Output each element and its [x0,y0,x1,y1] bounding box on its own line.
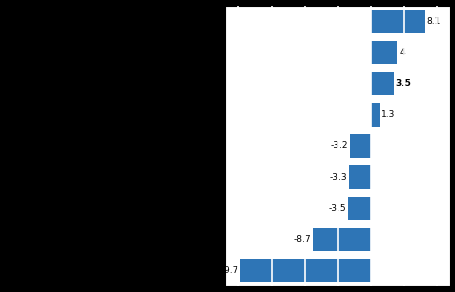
Bar [313,228,371,251]
Bar [348,197,371,220]
Bar [371,41,398,64]
Bar [350,134,371,158]
Text: -3.3: -3.3 [330,173,348,182]
Text: 1.3: 1.3 [381,110,395,119]
Text: -8.7: -8.7 [294,235,312,244]
Text: -3.5: -3.5 [329,204,346,213]
Bar [371,103,379,126]
Text: 8.1: 8.1 [426,17,440,26]
Text: 3.5: 3.5 [396,79,412,88]
Bar [371,10,425,33]
Bar [371,72,394,95]
Text: -19.7: -19.7 [215,266,239,275]
Text: -3.2: -3.2 [331,142,348,150]
Bar [240,259,371,282]
Bar [349,166,371,189]
Text: 4: 4 [399,48,405,57]
